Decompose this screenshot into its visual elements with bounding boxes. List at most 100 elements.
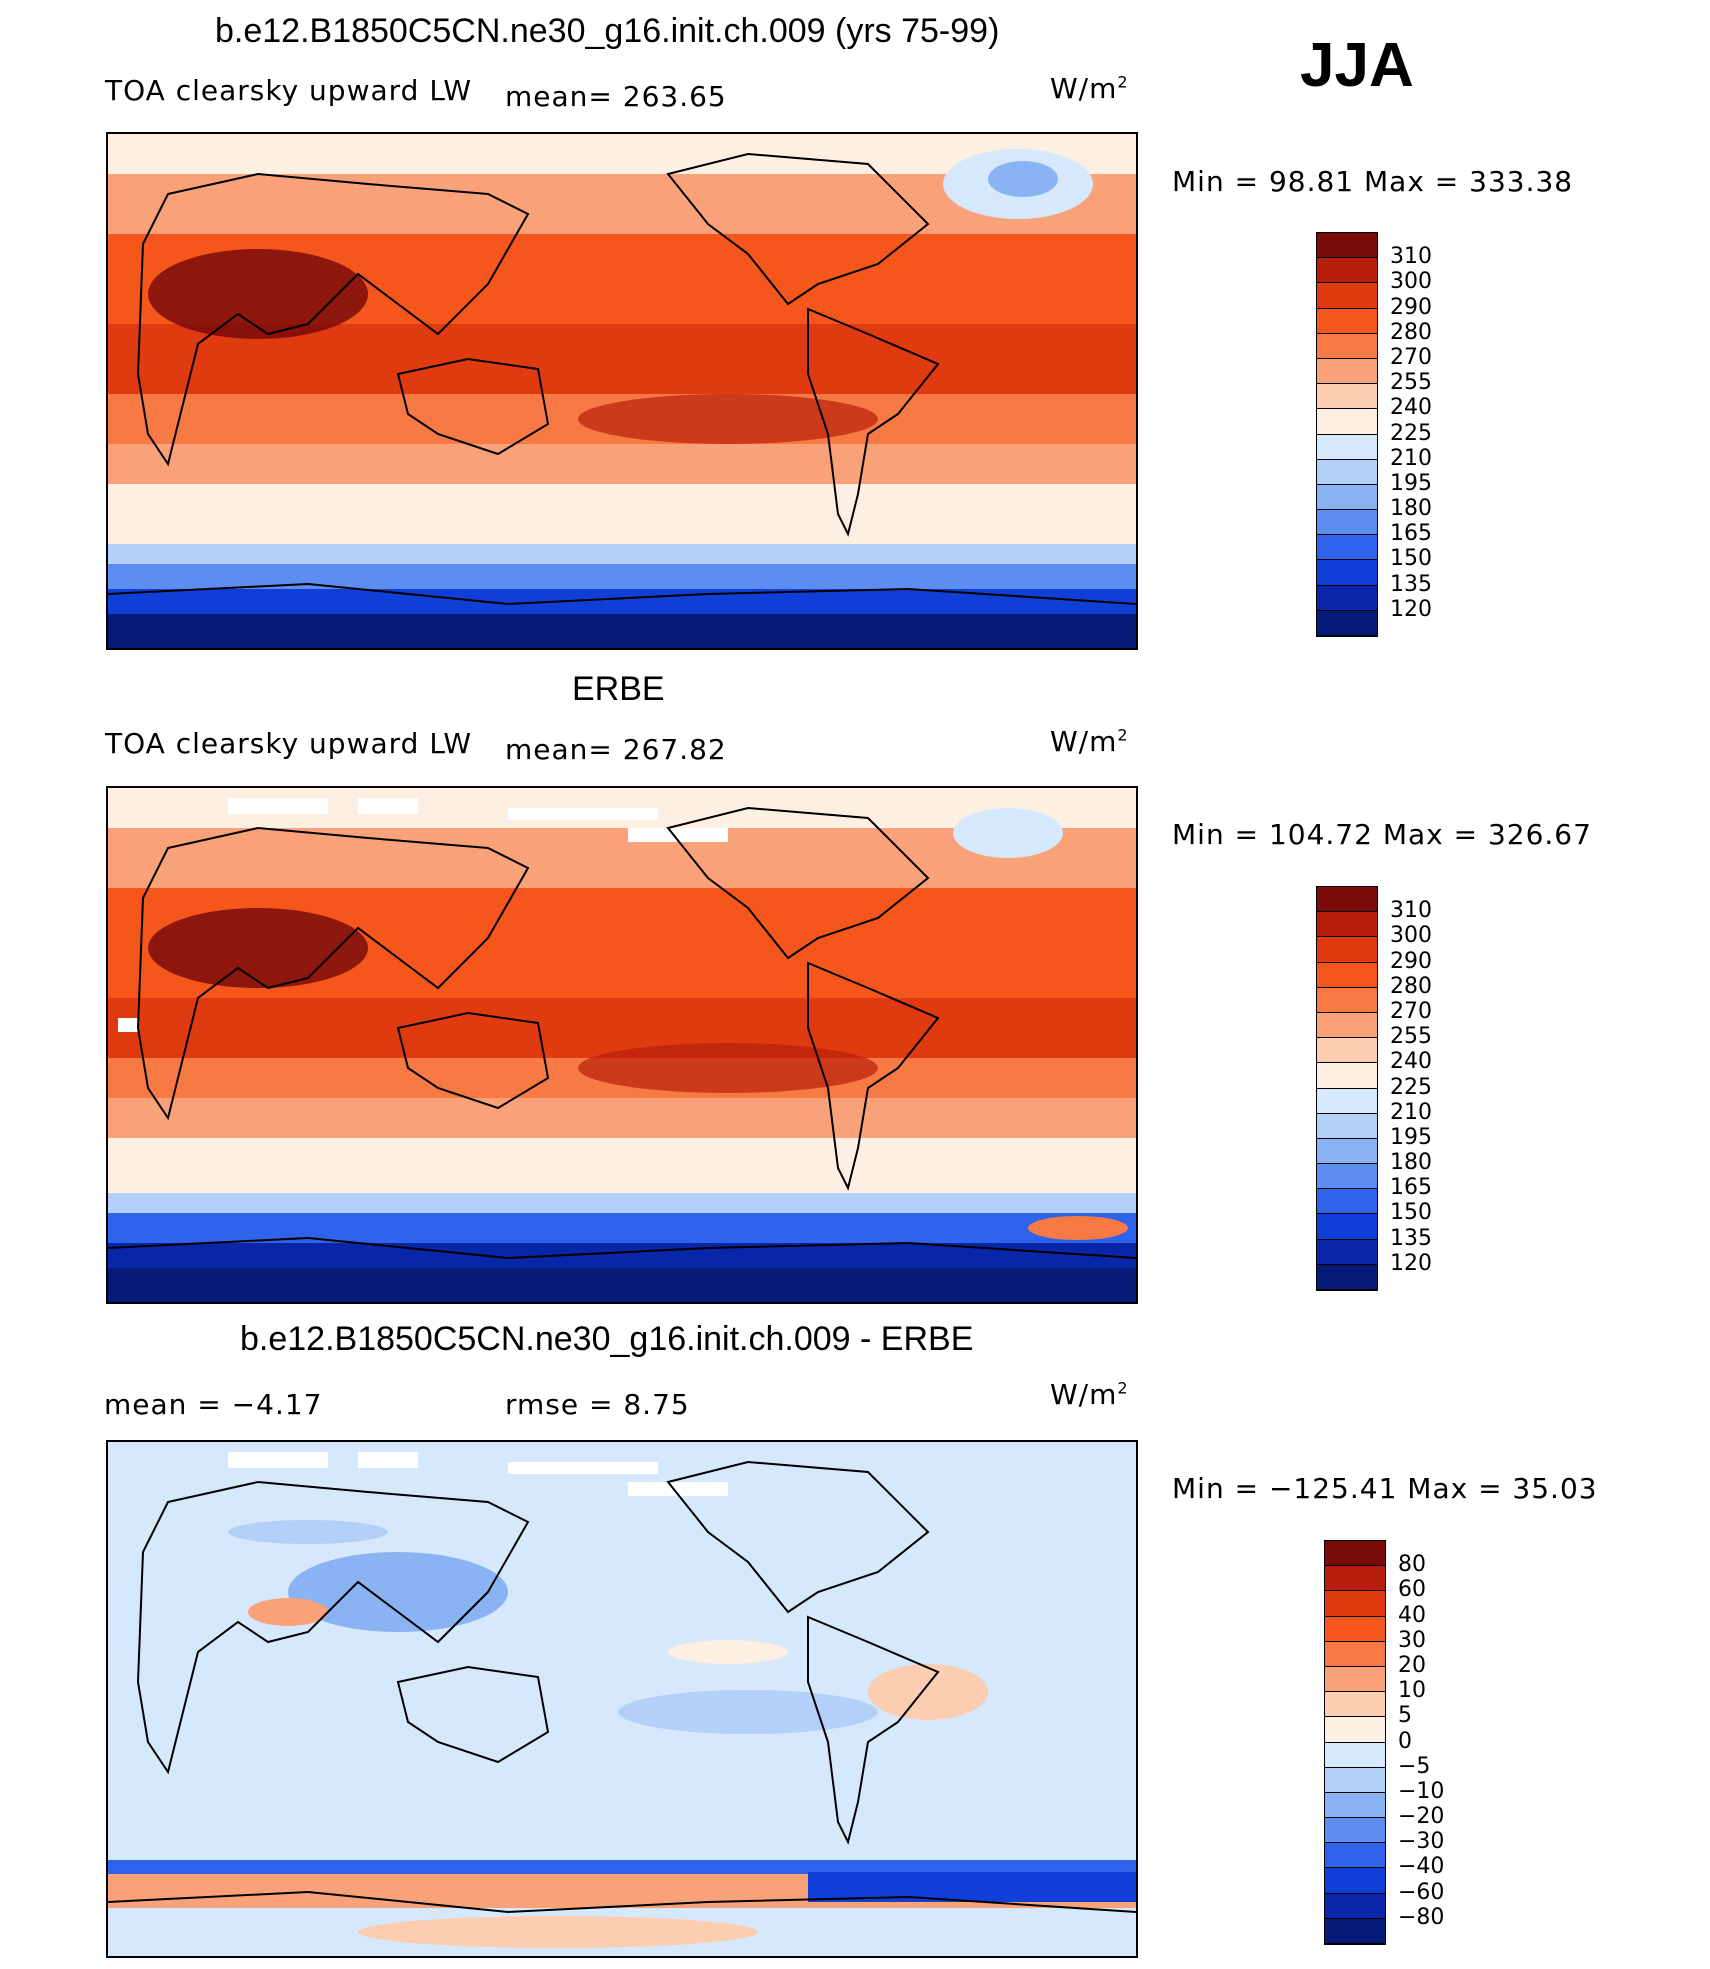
- colorbar-tick-label: 270: [1390, 344, 1432, 370]
- colorbar-tick-label: 120: [1390, 596, 1432, 622]
- colorbar-swatch: [1325, 1918, 1385, 1944]
- colorbar-swatch: [1317, 258, 1377, 284]
- panel3-colorbar: [1324, 1540, 1386, 1945]
- panel3-rmse-label: rmse = 8.75: [505, 1388, 690, 1421]
- colorbar-tick-label: −80: [1398, 1904, 1445, 1930]
- colorbar-tick-label: 225: [1390, 420, 1432, 446]
- panel3-mean-label: mean = −4.17: [104, 1388, 323, 1421]
- colorbar-tick-label: 0: [1398, 1728, 1412, 1754]
- colorbar-tick-label: 40: [1398, 1602, 1426, 1628]
- colorbar-swatch: [1317, 459, 1377, 485]
- colorbar-swatch: [1317, 610, 1377, 636]
- colorbar-swatch: [1317, 409, 1377, 435]
- colorbar-swatch: [1317, 585, 1377, 611]
- panel2-units: W/m2: [1050, 725, 1129, 758]
- colorbar-tick-label: 225: [1390, 1074, 1432, 1100]
- colorbar-swatch: [1317, 1038, 1377, 1064]
- colorbar-tick-label: −30: [1398, 1829, 1445, 1855]
- colorbar-tick-label: 210: [1390, 445, 1432, 471]
- colorbar-tick-label: 120: [1390, 1250, 1432, 1276]
- colorbar-swatch: [1317, 384, 1377, 410]
- colorbar-tick-label: 180: [1390, 496, 1432, 522]
- colorbar-swatch: [1317, 1164, 1377, 1190]
- colorbar-tick-label: 195: [1390, 1124, 1432, 1150]
- colorbar-swatch: [1317, 308, 1377, 334]
- colorbar-tick-label: −20: [1398, 1804, 1445, 1830]
- colorbar-tick-label: 280: [1390, 319, 1432, 345]
- colorbar-tick-label: 150: [1390, 1200, 1432, 1226]
- colorbar-swatch: [1325, 1541, 1385, 1567]
- colorbar-swatch: [1317, 1063, 1377, 1089]
- colorbar-swatch: [1317, 358, 1377, 385]
- colorbar-tick-label: −60: [1398, 1879, 1445, 1905]
- colorbar-tick-label: 5: [1398, 1703, 1412, 1729]
- colorbar-tick-label: 240: [1390, 1049, 1432, 1075]
- colorbar-tick-label: 60: [1398, 1577, 1426, 1603]
- colorbar-tick-label: 310: [1390, 898, 1432, 924]
- colorbar-swatch: [1325, 1893, 1385, 1919]
- panel2-minmax: Min = 104.72 Max = 326.67: [1172, 818, 1592, 851]
- colorbar-tick-label: −40: [1398, 1854, 1445, 1880]
- colorbar-swatch: [1317, 560, 1377, 586]
- colorbar-tick-label: 270: [1390, 998, 1432, 1024]
- colorbar-tick-label: 165: [1390, 521, 1432, 547]
- colorbar-swatch: [1317, 283, 1377, 309]
- colorbar-swatch: [1317, 962, 1377, 988]
- colorbar-tick-label: 300: [1390, 923, 1432, 949]
- colorbar-swatch: [1325, 1616, 1385, 1642]
- colorbar-tick-label: 240: [1390, 395, 1432, 421]
- colorbar-tick-label: 165: [1390, 1175, 1432, 1201]
- colorbar-tick-label: 80: [1398, 1552, 1426, 1578]
- colorbar-swatch: [1325, 1591, 1385, 1617]
- colorbar-tick-label: 255: [1390, 1024, 1432, 1050]
- panel3-title: b.e12.B1850C5CN.ne30_g16.init.ch.009 - E…: [240, 1320, 974, 1358]
- colorbar-swatch: [1325, 1843, 1385, 1869]
- panel1-colorbar: [1316, 232, 1378, 637]
- colorbar-swatch: [1317, 1189, 1377, 1215]
- panel2-colorbar: [1316, 886, 1378, 1291]
- colorbar-swatch: [1317, 987, 1377, 1013]
- colorbar-swatch: [1317, 1239, 1377, 1265]
- colorbar-swatch: [1317, 912, 1377, 938]
- panel1-title: b.e12.B1850C5CN.ne30_g16.init.ch.009 (yr…: [215, 12, 1000, 50]
- colorbar-tick-label: 310: [1390, 244, 1432, 270]
- colorbar-swatch: [1317, 1113, 1377, 1139]
- colorbar-swatch: [1317, 937, 1377, 963]
- panel2-variable-label: TOA clearsky upward LW: [105, 727, 473, 760]
- panel2-title: ERBE: [572, 670, 665, 708]
- panel1-units: W/m2: [1050, 72, 1129, 105]
- colorbar-swatch: [1317, 1214, 1377, 1240]
- panel3-map: [106, 1440, 1138, 1958]
- colorbar-tick-label: 290: [1390, 948, 1432, 974]
- colorbar-swatch: [1317, 1012, 1377, 1039]
- colorbar-swatch: [1325, 1767, 1385, 1793]
- colorbar-swatch: [1325, 1742, 1385, 1768]
- colorbar-swatch: [1325, 1792, 1385, 1819]
- colorbar-swatch: [1317, 233, 1377, 259]
- panel1-map: [106, 132, 1138, 650]
- colorbar-tick-label: 195: [1390, 470, 1432, 496]
- season-label: JJA: [1300, 31, 1414, 100]
- colorbar-swatch: [1317, 887, 1377, 913]
- colorbar-swatch: [1317, 1264, 1377, 1290]
- colorbar-tick-label: 10: [1398, 1678, 1426, 1704]
- colorbar-tick-label: 20: [1398, 1652, 1426, 1678]
- panel1-mean-label: mean= 263.65: [505, 80, 727, 113]
- colorbar-swatch: [1317, 484, 1377, 511]
- colorbar-swatch: [1325, 1566, 1385, 1592]
- colorbar-tick-label: 150: [1390, 546, 1432, 572]
- colorbar-tick-label: −10: [1398, 1778, 1445, 1804]
- panel3-minmax: Min = −125.41 Max = 35.03: [1172, 1472, 1598, 1505]
- panel2-mean-label: mean= 267.82: [505, 733, 727, 766]
- colorbar-swatch: [1325, 1641, 1385, 1667]
- colorbar-tick-label: 290: [1390, 294, 1432, 320]
- colorbar-tick-label: 280: [1390, 973, 1432, 999]
- colorbar-swatch: [1325, 1692, 1385, 1718]
- colorbar-swatch: [1317, 535, 1377, 561]
- panel3-units: W/m2: [1050, 1378, 1129, 1411]
- colorbar-swatch: [1325, 1868, 1385, 1894]
- colorbar-swatch: [1317, 1088, 1377, 1114]
- colorbar-swatch: [1317, 434, 1377, 460]
- colorbar-tick-label: −5: [1398, 1753, 1431, 1779]
- colorbar-tick-label: 210: [1390, 1099, 1432, 1125]
